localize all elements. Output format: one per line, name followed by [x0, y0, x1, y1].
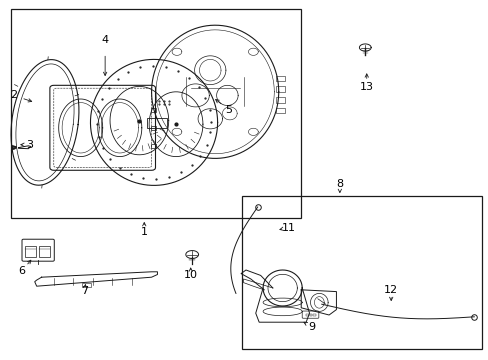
Bar: [276, 76, 285, 81]
Bar: [276, 97, 285, 103]
Text: 5: 5: [225, 105, 232, 115]
Bar: [305, 314, 308, 316]
Bar: [150, 144, 155, 148]
Bar: [276, 108, 285, 113]
Text: 10: 10: [183, 270, 197, 280]
Text: 7: 7: [81, 286, 88, 296]
Bar: [276, 86, 285, 92]
Bar: [242, 196, 481, 349]
Bar: [146, 118, 167, 128]
Polygon shape: [12, 146, 16, 149]
Text: 13: 13: [359, 82, 373, 92]
Bar: [150, 108, 155, 112]
Text: 4: 4: [102, 35, 108, 45]
Text: 6: 6: [19, 266, 25, 276]
Bar: [150, 126, 155, 130]
Bar: [25, 246, 36, 257]
Text: 9: 9: [308, 322, 315, 332]
Bar: [309, 314, 312, 316]
Text: 2: 2: [10, 90, 17, 100]
Bar: [313, 314, 316, 316]
Text: 1: 1: [141, 227, 147, 237]
Text: 11: 11: [281, 222, 295, 233]
Bar: [82, 283, 91, 287]
Text: 8: 8: [336, 179, 343, 189]
Text: 3: 3: [26, 140, 33, 150]
Bar: [11, 9, 300, 218]
Text: 12: 12: [384, 285, 397, 295]
Bar: [39, 246, 50, 257]
